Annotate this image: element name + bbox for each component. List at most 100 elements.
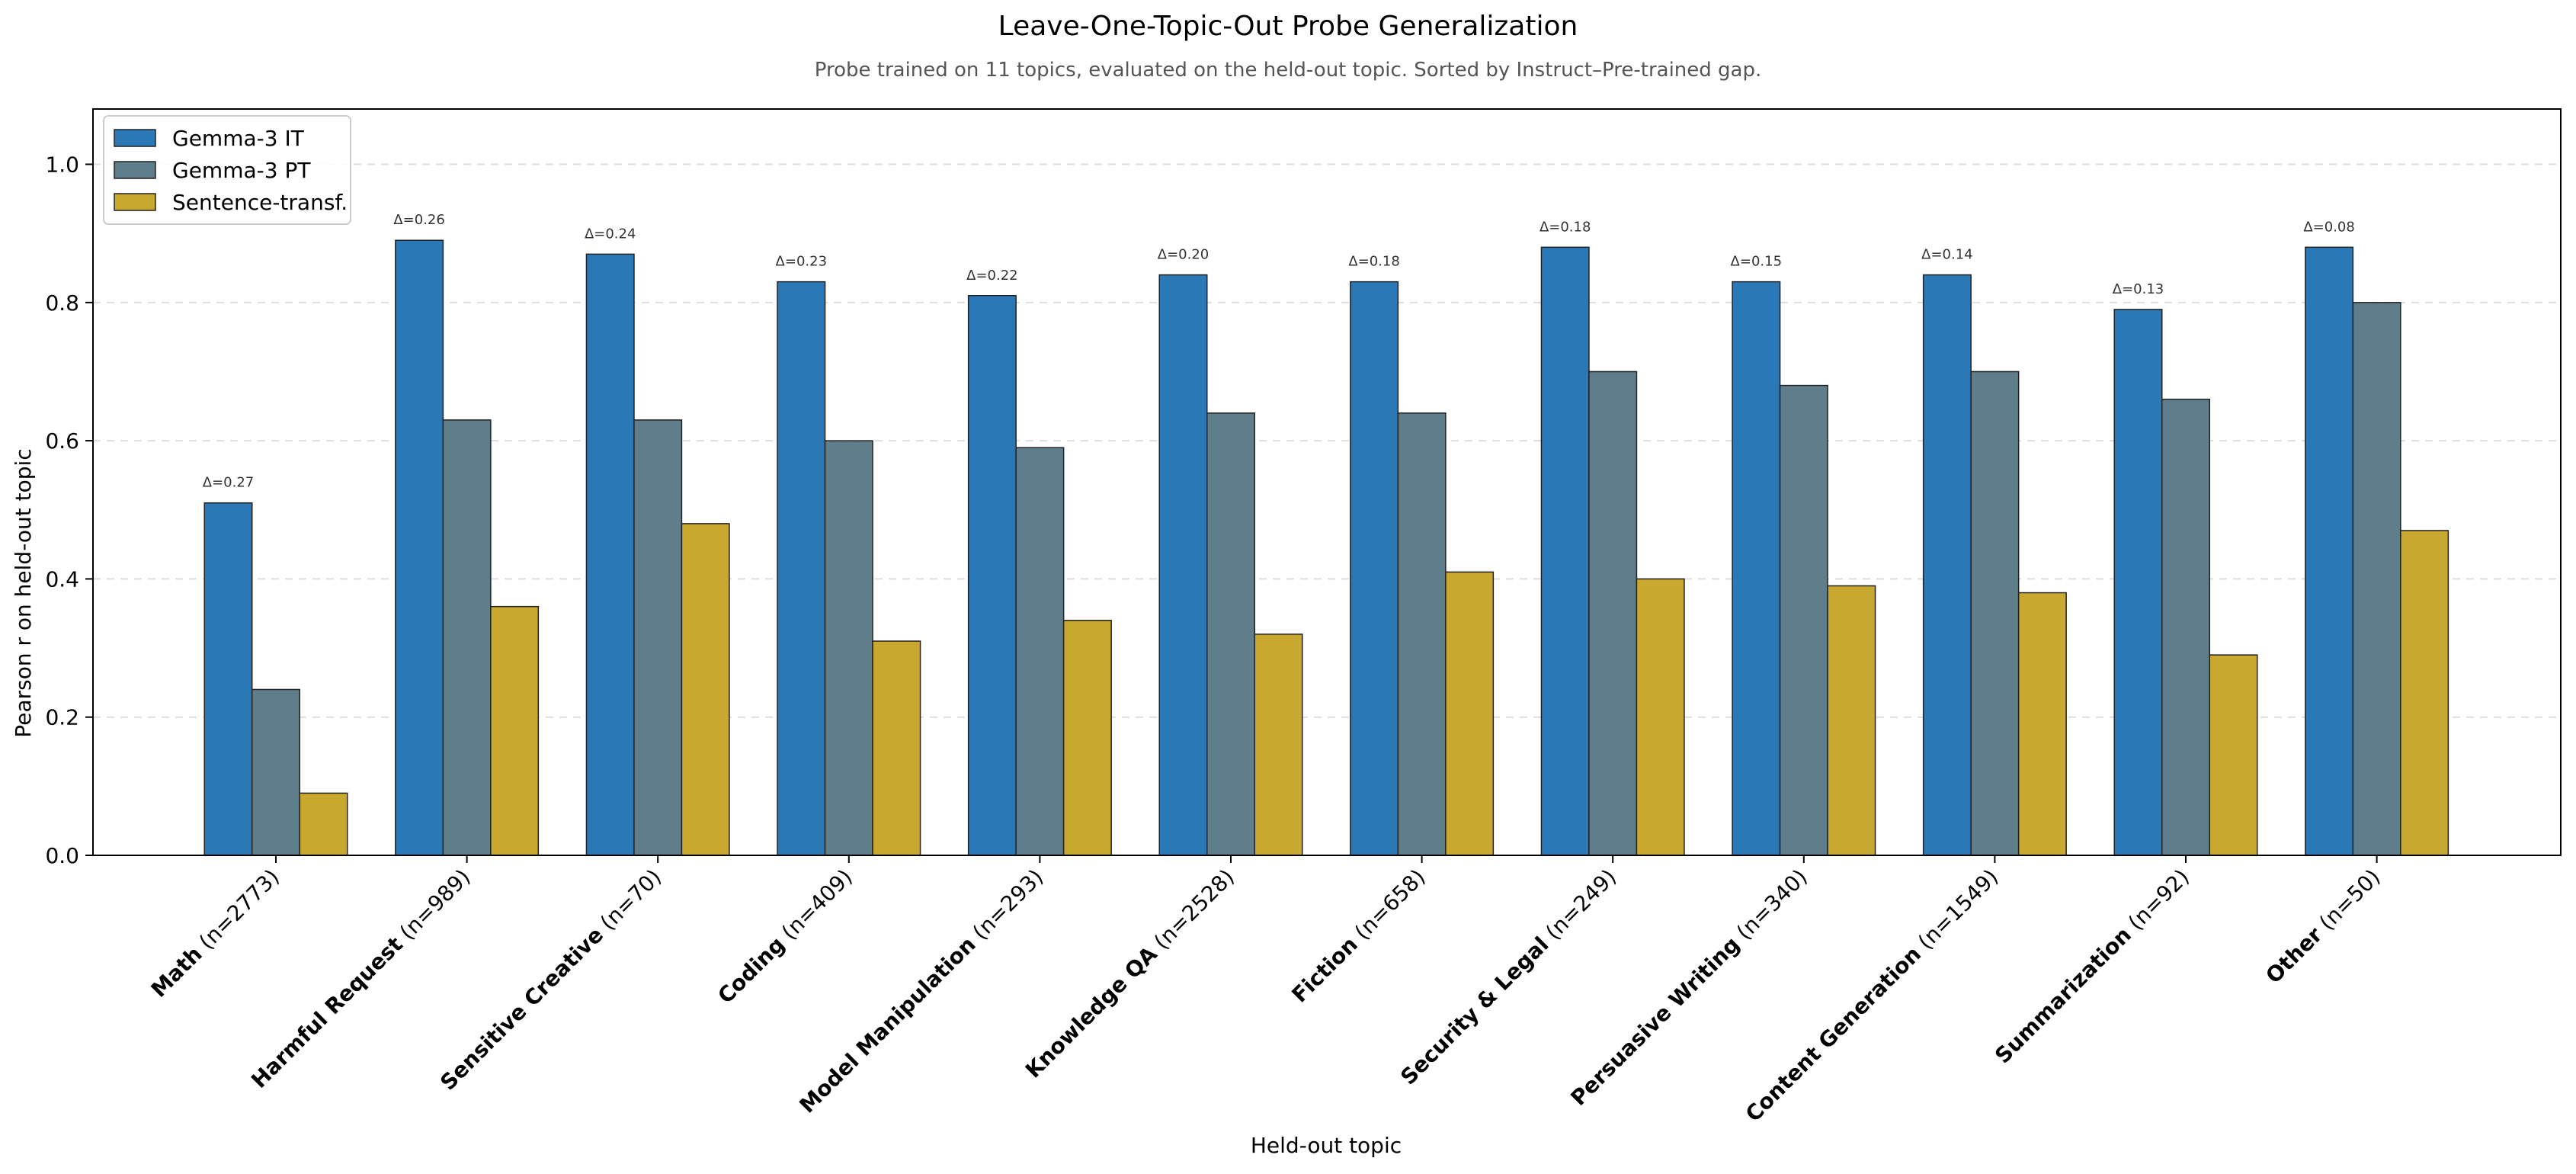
x-tick-label: Harmful Request (n=989) [246,864,475,1093]
x-tick-topic: Security & Legal [1395,932,1553,1089]
bar-gemma-3-pt-0 [252,688,300,856]
delta-label: Δ=0.27 [203,475,254,491]
bar-gemma-3-pt-1 [442,419,492,856]
delta-label: Δ=0.15 [1731,254,1782,270]
bar-gemma-3-pt-10 [2161,398,2210,856]
bar-gemma-3-pt-11 [2352,302,2401,856]
y-tick-label: 0.4 [45,566,79,592]
delta-label: Δ=0.22 [966,268,1017,284]
bar-sentence-transf-2 [681,523,730,856]
y-axis-ticks: 0.0 0.2 0.4 0.6 0.8 1.0 [45,152,93,868]
y-axis-label: Pearson r on held-out topic [11,448,36,737]
bar-gemma-3-pt-9 [1970,370,2020,856]
x-tick-topic: Harmful Request [246,932,408,1093]
bar-sentence-transf-10 [2209,654,2258,856]
bar-gemma-3-it-0 [203,502,253,856]
chart-title: Leave-One-Topic-Out Probe Generalization [998,11,1578,42]
delta-label: Δ=0.24 [585,226,636,242]
bar-gemma-3-it-8 [1732,281,1781,856]
legend-label: Gemma-3 PT [172,158,311,183]
x-tick-count: (n=249) [1536,864,1621,950]
bars [203,239,2449,856]
x-tick-count: (n=92) [2119,864,2194,940]
y-tick-label: 0.0 [45,843,79,868]
x-tick-topic: Persuasive Writing [1565,932,1745,1111]
bar-gemma-3-pt-2 [633,419,683,856]
bar-gemma-3-it-9 [1922,274,1972,856]
legend-swatch [114,161,156,179]
bar-sentence-transf-6 [1445,571,1495,856]
x-tick-count: (n=409) [772,864,857,950]
x-tick-topic: Model Manipulation [794,932,980,1118]
legend-box [103,115,351,225]
bar-gemma-3-it-3 [777,281,826,856]
x-tick-count: (n=989) [390,864,476,950]
bar-gemma-3-it-1 [395,239,444,856]
bar-gemma-3-pt-5 [1206,412,1255,856]
delta-label: Δ=0.23 [776,254,827,270]
x-tick-label: Knowledge QA (n=2528) [1020,864,1239,1083]
x-axis-ticks: Math (n=2773)Harmful Request (n=989)Sens… [146,855,2385,1127]
bar-gemma-3-it-2 [585,253,635,856]
legend-label: Sentence-transf. [172,190,348,215]
x-tick-topic: Summarization [1990,922,2136,1069]
x-tick-topic: Other [2261,922,2328,989]
bar-gemma-3-it-7 [1540,246,1590,856]
bar-gemma-3-pt-6 [1397,412,1447,856]
x-tick-count: (n=1549) [1908,864,2004,960]
bar-gemma-3-pt-4 [1015,447,1065,856]
bar-gemma-3-it-10 [2113,309,2163,856]
bar-sentence-transf-5 [1254,634,1303,856]
x-tick-count: (n=340) [1727,864,1812,950]
x-tick-topic: Coding [713,932,790,1009]
legend: Gemma-3 IT Gemma-3 PT Sentence-transf. [103,115,351,225]
delta-label: Δ=0.20 [1158,247,1209,263]
delta-label: Δ=0.26 [393,212,444,228]
delta-labels: Δ=0.27 Δ=0.26 Δ=0.24 Δ=0.23 Δ=0.22 Δ=0.20 Δ=0.… [203,212,2355,490]
bar-sentence-transf-8 [1827,585,1876,856]
x-tick-label: Fiction (n=658) [1287,864,1431,1008]
x-tick-count: (n=293) [963,864,1048,950]
bar-gemma-3-pt-3 [824,440,873,856]
x-tick-label: Math (n=2773) [146,864,284,1002]
x-tick-count: (n=70) [591,864,666,940]
bar-gemma-3-it-4 [967,295,1017,856]
x-axis-label: Held-out topic [1251,1133,1402,1158]
delta-label: Δ=0.14 [1921,247,1972,263]
x-tick-count: (n=658) [1345,864,1431,950]
delta-label: Δ=0.18 [1540,219,1591,235]
y-tick-label: 0.6 [45,428,79,454]
bar-gemma-3-it-11 [2305,246,2354,856]
chart-subtitle: Probe trained on 11 topics, evaluated on… [815,59,1762,82]
bar-gemma-3-pt-8 [1779,384,1828,856]
bar-sentence-transf-7 [1636,578,1685,856]
bar-sentence-transf-11 [2400,530,2449,856]
legend-swatch [114,129,156,147]
y-tick-label: 1.0 [45,152,79,178]
x-tick-count: (n=2773) [189,864,284,960]
x-tick-label: Security & Legal (n=249) [1395,864,1621,1090]
legend-label: Gemma-3 IT [172,126,305,151]
delta-label: Δ=0.18 [1348,254,1399,270]
x-tick-topic: Content Generation [1741,941,1926,1127]
bar-gemma-3-pt-7 [1588,370,1638,856]
bar-sentence-transf-0 [299,792,348,856]
delta-label: Δ=0.08 [2303,219,2354,235]
x-tick-count: (n=50) [2309,864,2385,940]
x-tick-topic: Knowledge QA [1020,941,1162,1083]
bar-sentence-transf-4 [1062,620,1112,856]
bar-sentence-transf-1 [490,605,540,856]
x-tick-count: (n=2528) [1144,864,1239,960]
bar-sentence-transf-3 [872,640,921,856]
legend-swatch [114,193,156,211]
delta-label: Δ=0.13 [2113,281,2164,297]
bar-gemma-3-it-6 [1350,281,1399,856]
bar-gemma-3-it-5 [1158,274,1208,856]
y-tick-label: 0.8 [45,290,79,316]
x-tick-label: Summarization (n=92) [1990,864,2194,1069]
x-tick-label: Sensitive Creative (n=70) [435,864,666,1095]
x-tick-topic: Sensitive Creative [435,922,608,1095]
x-tick-label: Other (n=50) [2261,864,2385,989]
